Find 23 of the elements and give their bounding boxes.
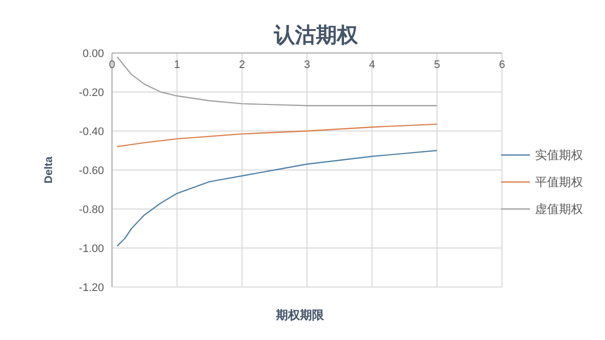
x-tick-label: 0 [108,59,116,71]
y-tick-label: 0.00 [82,48,104,60]
x-tick-label: 4 [368,59,376,71]
legend-label: 虚值期权 [535,202,583,216]
line-series [116,150,438,247]
legend-label: 平值期权 [535,175,583,189]
line-series [116,124,438,148]
x-axis-title: 期权期限 [275,308,325,322]
x-tick-label: 2 [238,59,246,71]
y-tick-label: -0.60 [78,165,104,177]
y-axis-title: Delta [43,156,55,184]
chart-title: 认沽期权 [273,24,359,47]
y-tick-label: -0.20 [78,87,104,99]
y-tick-label: -1.00 [78,243,104,255]
x-tick-label: 3 [304,59,310,71]
y-tick-label: -1.20 [78,282,104,294]
x-tick-label: 6 [498,59,506,71]
y-tick-label: -0.80 [78,204,104,216]
line-series [116,56,438,106]
y-tick-label: -0.40 [78,126,104,138]
legend-label: 实值期权 [535,148,583,162]
x-tick-label: 1 [174,59,180,71]
x-tick-label: 5 [434,59,440,71]
